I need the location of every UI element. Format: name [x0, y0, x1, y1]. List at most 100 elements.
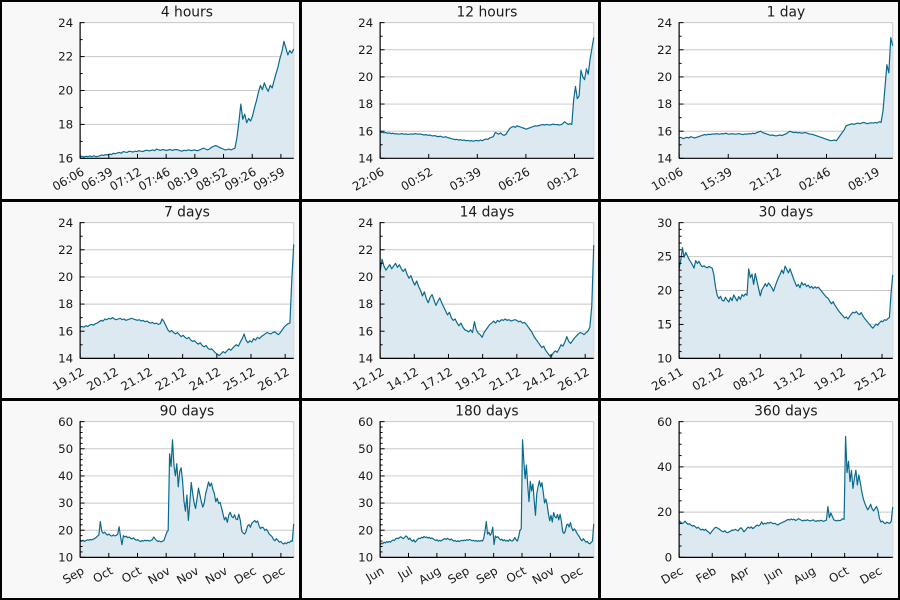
svg-text:60: 60: [358, 415, 373, 429]
chart-panel-180-days: 180 days 10 20 30 40 50 60 Jun Jul Aug Sep Sep Oct N…: [301, 401, 599, 598]
svg-text:22: 22: [358, 243, 373, 257]
svg-text:10:06: 10:06: [649, 165, 686, 194]
svg-text:16: 16: [358, 324, 373, 338]
svg-text:Nov: Nov: [146, 564, 173, 588]
svg-text:Sep: Sep: [473, 564, 499, 587]
chart-panel-30-days: 30 days 10 15 20 25 30 26.11 02.12 08.12 13.12 19…: [601, 201, 898, 399]
svg-text:20.12: 20.12: [84, 364, 120, 393]
svg-text:18: 18: [58, 297, 73, 311]
chart-title: 12 hours: [456, 5, 517, 21]
svg-text:50: 50: [358, 442, 373, 456]
svg-text:Dec: Dec: [858, 564, 885, 588]
chart-title: 90 days: [160, 404, 215, 420]
svg-text:30: 30: [358, 497, 373, 511]
chart-panel-90-days: 90 days 10 20 30 40 50 60 Sep Oct Oct Nov Nov Nov De…: [2, 401, 299, 598]
svg-text:60: 60: [657, 415, 672, 429]
svg-text:18: 18: [358, 297, 373, 311]
svg-text:Jun: Jun: [761, 564, 785, 586]
svg-text:25.12: 25.12: [221, 364, 257, 393]
svg-text:22: 22: [657, 43, 672, 57]
chart-canvas-1-day: 1 day 14 16 18 20 22 24 10:06 15:39 21:12 02:46 08…: [649, 5, 894, 194]
svg-text:50: 50: [58, 442, 73, 456]
svg-text:Oct: Oct: [503, 564, 528, 586]
svg-text:03:39: 03:39: [447, 165, 484, 194]
svg-text:24: 24: [657, 16, 672, 30]
svg-text:24: 24: [58, 215, 73, 229]
svg-text:Oct: Oct: [119, 564, 144, 586]
svg-text:0: 0: [665, 551, 673, 565]
svg-text:12.12: 12.12: [350, 364, 386, 393]
svg-text:14: 14: [358, 351, 373, 365]
svg-text:19.12: 19.12: [452, 364, 488, 393]
svg-text:14: 14: [657, 152, 672, 166]
chart-canvas-30-days: 30 days 10 15 20 25 30 26.11 02.12 08.12 13.12 19…: [649, 204, 894, 393]
svg-text:16: 16: [657, 124, 672, 138]
chart-title: 1 day: [767, 5, 806, 21]
svg-text:26.12: 26.12: [255, 364, 291, 393]
svg-text:24.12: 24.12: [187, 364, 223, 393]
chart-title: 30 days: [759, 204, 814, 220]
svg-text:Nov: Nov: [203, 564, 230, 588]
svg-text:10: 10: [358, 551, 373, 565]
svg-text:19.12: 19.12: [812, 364, 848, 393]
svg-text:Nov: Nov: [174, 564, 201, 588]
svg-text:13.12: 13.12: [771, 364, 807, 393]
svg-text:22.12: 22.12: [153, 364, 189, 393]
svg-text:40: 40: [358, 469, 373, 483]
chart-title: 7 days: [164, 204, 210, 220]
svg-text:18: 18: [58, 118, 73, 132]
svg-text:60: 60: [58, 415, 73, 429]
svg-text:18: 18: [657, 97, 672, 111]
chart-title: 180 days: [455, 404, 518, 420]
svg-text:20: 20: [358, 70, 373, 84]
svg-text:22:06: 22:06: [350, 165, 387, 194]
svg-text:Jun: Jun: [362, 564, 386, 586]
svg-text:08.12: 08.12: [731, 364, 767, 393]
svg-text:40: 40: [657, 460, 672, 474]
svg-text:10: 10: [657, 351, 672, 365]
svg-text:Sep: Sep: [445, 564, 471, 587]
svg-text:22: 22: [358, 43, 373, 57]
svg-text:22: 22: [58, 50, 73, 64]
svg-text:02:46: 02:46: [797, 165, 834, 194]
svg-text:20: 20: [358, 524, 373, 538]
svg-text:09:59: 09:59: [251, 165, 288, 194]
svg-text:30: 30: [657, 215, 672, 229]
svg-text:15: 15: [657, 317, 672, 331]
chart-title: 4 hours: [161, 5, 213, 21]
chart-canvas-4-hours: 4 hours 161820222406:0606:3907:1207:4608…: [50, 5, 295, 194]
chart-panel-7-days: 7 days 14 16 18 20 22 24 19.12 20.12 21.12 22.12 2…: [2, 201, 299, 399]
svg-text:30: 30: [58, 497, 73, 511]
svg-text:20: 20: [58, 84, 73, 98]
chart-title: 14 days: [459, 204, 514, 220]
svg-text:18: 18: [358, 97, 373, 111]
svg-text:40: 40: [58, 469, 73, 483]
svg-text:16: 16: [58, 152, 73, 166]
svg-text:Sep: Sep: [60, 564, 86, 587]
svg-text:00:52: 00:52: [398, 165, 435, 194]
svg-text:24: 24: [358, 215, 373, 229]
chart-canvas-14-days: 14 days 14 16 18 20 22 24 12.1214.1217.1219.12…: [350, 204, 594, 393]
svg-text:Apr: Apr: [727, 564, 752, 586]
svg-text:21.12: 21.12: [118, 364, 154, 393]
svg-text:20: 20: [358, 270, 373, 284]
chart-canvas-12-hours: 12 hours 14 16 18 20 22 24 22:06 00:52 03:39 06:2…: [350, 5, 594, 194]
svg-text:19.12: 19.12: [50, 364, 86, 393]
chart-canvas-7-days: 7 days 14161820222419.1220.1221.1222.122…: [50, 204, 295, 393]
svg-text:06:26: 06:26: [495, 165, 532, 194]
svg-text:Nov: Nov: [529, 564, 556, 588]
svg-text:25.12: 25.12: [852, 364, 888, 393]
svg-text:25: 25: [657, 249, 672, 263]
svg-text:10: 10: [58, 551, 73, 565]
svg-text:16: 16: [58, 324, 73, 338]
chart-panel-4-hours: 4 hours 16 18 20 22 24 06:06 06:39 07:12 07:46 08…: [2, 2, 299, 199]
svg-text:20: 20: [657, 70, 672, 84]
svg-text:20: 20: [657, 506, 672, 520]
svg-text:14.12: 14.12: [384, 364, 420, 393]
chart-panel-1-day: 1 day 14 16 18 20 22 24 10:06 15:39 21:12 02:46 08…: [601, 2, 898, 199]
svg-text:21.12: 21.12: [486, 364, 522, 393]
svg-text:21:12: 21:12: [748, 165, 785, 194]
chart-panel-14-days: 14 days 14 16 18 20 22 24 12.12 14.12 17.12 19.12…: [301, 201, 599, 399]
